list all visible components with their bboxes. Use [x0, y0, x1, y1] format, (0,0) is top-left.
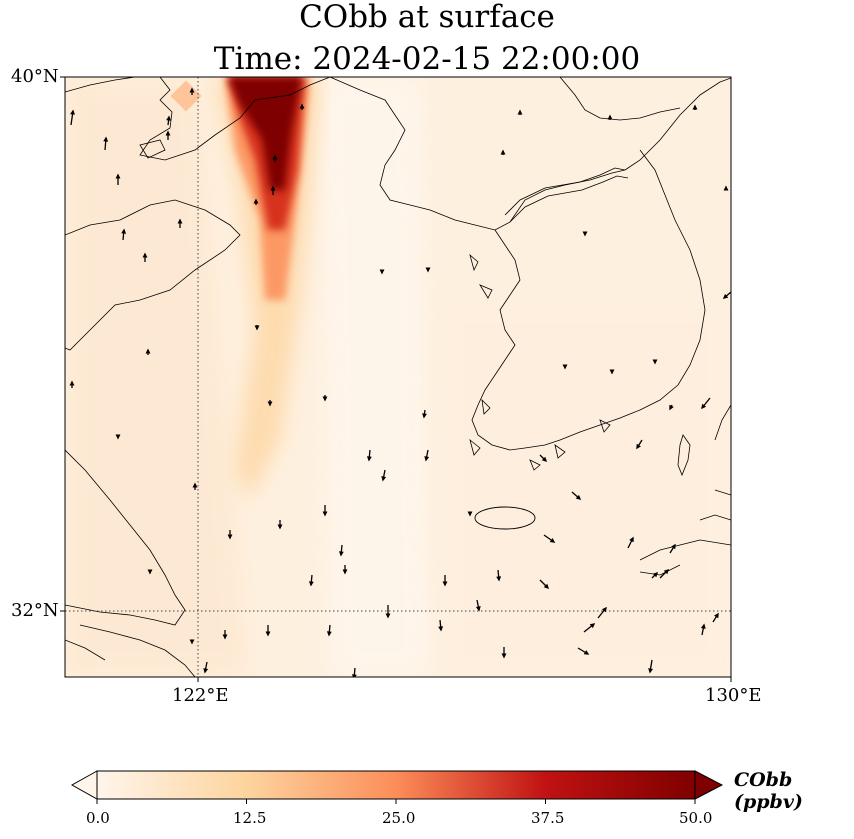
wind-arrow-head: [648, 668, 653, 674]
wind-arrow-head: [652, 359, 658, 365]
wind-arrow-head: [203, 668, 209, 674]
wind-arrow-head: [189, 87, 195, 93]
wind-arrow-head: [222, 634, 228, 640]
wind-arrow-head: [177, 218, 183, 224]
wind-arrow-head: [115, 434, 121, 440]
wind-arrow-head: [322, 396, 328, 402]
wind-arrow-head: [723, 185, 729, 191]
colorbar-tick-37-5: 37.5: [531, 809, 565, 827]
wind-arrow-head: [69, 380, 75, 386]
wind-arrow-head: [366, 456, 372, 462]
wind-arrow-head: [424, 456, 430, 462]
wind-arrow-head: [467, 511, 473, 517]
map-title-line2: Time: 2024-02-15 22:00:00: [213, 41, 641, 77]
wind-arrow-head: [115, 173, 121, 179]
axis-ticks: [60, 76, 732, 682]
wind-arrow-head: [629, 536, 634, 543]
colorbar-tick-50: 50.0: [679, 809, 713, 827]
wind-arrow-head: [270, 185, 276, 191]
wind-arrow-head: [308, 581, 314, 587]
colorbar-label: CObb (ppbv): [734, 769, 803, 813]
wind-arrow-head: [121, 228, 127, 234]
wind-arrow-head: [543, 583, 550, 590]
map-frame: [64, 76, 732, 678]
gridlines: [65, 77, 731, 677]
wind-arrow-head: [70, 109, 75, 115]
wind-arrow-head: [475, 606, 481, 612]
lat-label-40n: 40°N: [11, 66, 59, 87]
wind-arrow-head: [669, 404, 674, 411]
wind-arrow-head: [607, 114, 613, 120]
colorbar-gradient: [97, 771, 695, 799]
wind-arrow-head: [589, 623, 596, 629]
wind-arrow-head: [722, 293, 729, 299]
wind-arrow-head: [422, 413, 427, 419]
wind-arrow-head: [652, 571, 659, 578]
wind-arrow-head: [549, 537, 556, 543]
wind-vectors: [58, 87, 731, 677]
wind-arrow-head: [601, 606, 607, 613]
wind-arrow-head: [636, 443, 641, 450]
wind-arrow-head: [517, 109, 523, 115]
wind-arrow-head: [103, 136, 109, 142]
wind-arrow-head: [342, 569, 348, 575]
wind-arrow-head: [227, 534, 233, 540]
wind-arrow-head: [165, 130, 171, 136]
wind-arrow-head: [381, 476, 387, 482]
lon-label-122e: 122°E: [172, 685, 229, 706]
wind-arrow-head: [425, 267, 431, 273]
wind-arrow-head: [701, 403, 707, 410]
wind-arrow-head: [501, 653, 507, 659]
wind-arrow-head: [189, 639, 195, 645]
wind-arrow-head: [500, 149, 506, 155]
wind-arrow-head: [671, 543, 676, 550]
wind-arrow-head: [253, 198, 259, 204]
wind-arrow-head: [379, 269, 385, 275]
wind-arrow-head: [338, 551, 344, 557]
map-title-line1: CObb at surface: [299, 0, 555, 35]
wind-arrow-head: [562, 364, 568, 370]
wind-arrow-head: [663, 568, 670, 575]
wind-arrow-head: [58, 665, 63, 670]
wind-arrow-head: [385, 613, 391, 619]
colorbar-extend-low: [70, 770, 98, 800]
wind-arrow-head: [142, 252, 148, 258]
wind-arrow-head: [166, 115, 171, 121]
wind-arrow-head: [442, 581, 448, 587]
wind-arrow-head: [438, 626, 444, 632]
wind-arrow-head: [582, 231, 588, 237]
wind-arrow-head: [541, 456, 548, 463]
wind-arrow-head: [714, 612, 719, 619]
wind-arrow-head: [326, 631, 332, 637]
colorbar: [70, 770, 724, 804]
wind-arrow-head: [147, 569, 153, 575]
wind-arrow-head: [351, 674, 357, 677]
wind-arrow-head: [299, 103, 305, 109]
colorbar-tick-12-5: 12.5: [233, 809, 267, 827]
wind-arrow-head: [267, 401, 273, 407]
wind-arrow-head: [192, 482, 198, 488]
wind-arrow-head: [609, 369, 615, 375]
wind-arrow-head: [575, 494, 582, 500]
lon-label-130e: 130°E: [705, 685, 762, 706]
wind-arrow-head: [496, 576, 502, 582]
wind-arrow-head: [692, 104, 698, 110]
wind-arrow-head: [272, 154, 278, 160]
wind-arrow-head: [583, 650, 590, 655]
lat-label-32n: 32°N: [11, 600, 59, 621]
wind-arrow-head: [145, 348, 151, 354]
colorbar-extend-high: [694, 770, 724, 800]
wind-arrow-head: [322, 511, 328, 517]
colorbar-tick-0: 0.0: [86, 809, 110, 827]
colorbar-tick-25: 25.0: [382, 809, 416, 827]
wind-arrow-head: [700, 623, 706, 629]
wind-arrow-head: [254, 325, 260, 331]
wind-arrow-head: [277, 524, 283, 530]
wind-arrow-head: [265, 631, 271, 637]
concentration-field: [58, 77, 731, 677]
